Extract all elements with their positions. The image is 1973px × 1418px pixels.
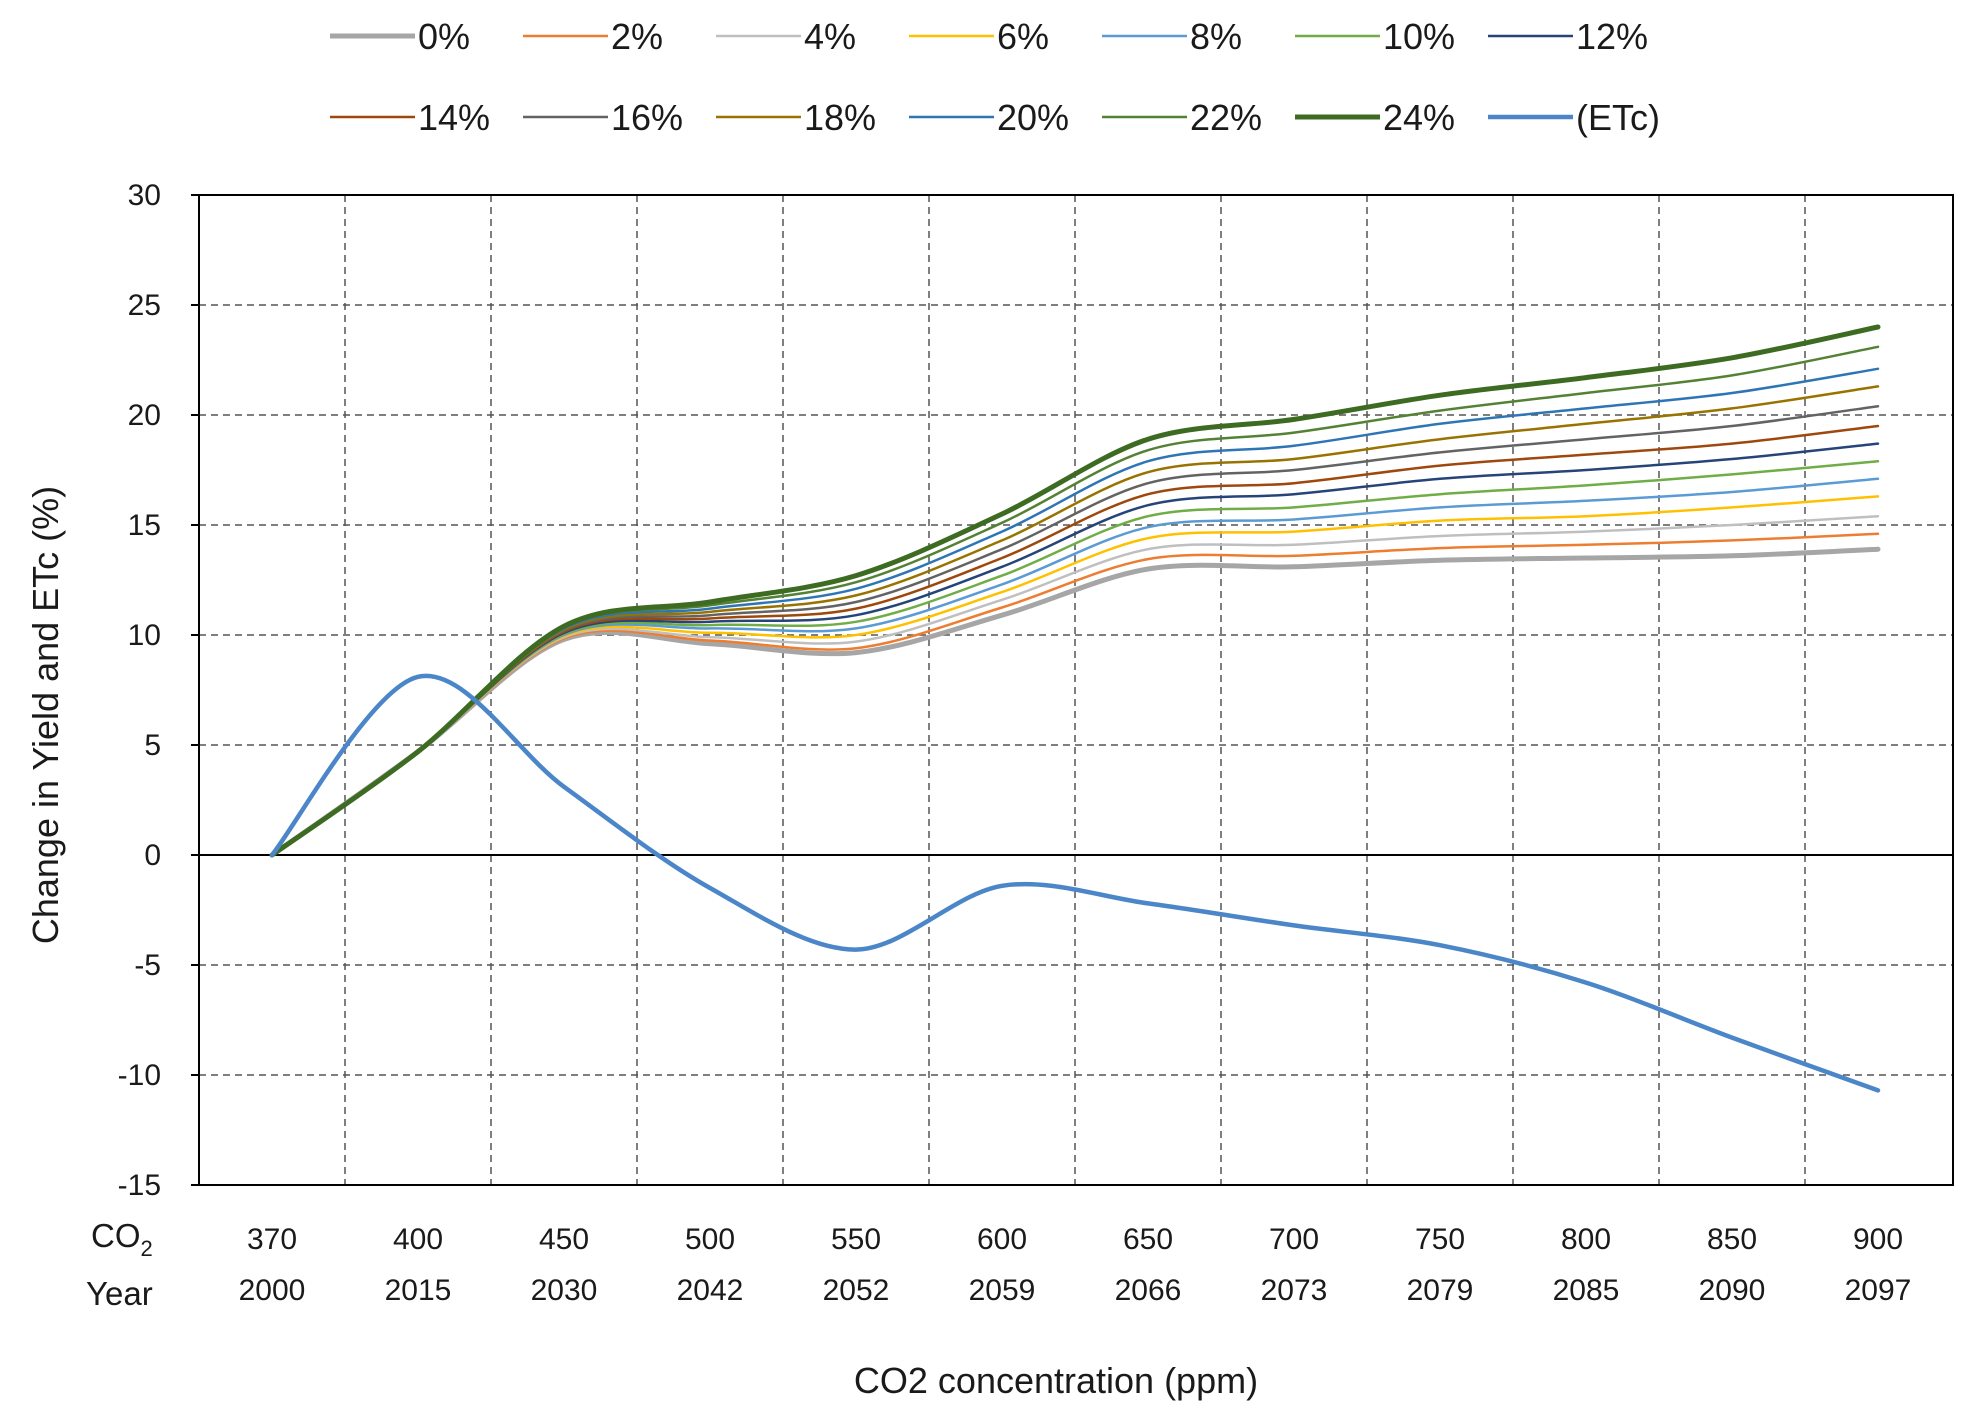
legend-item-20: 20% xyxy=(909,97,1069,138)
legend-item-16: 16% xyxy=(523,97,683,138)
y-tick-label: -10 xyxy=(118,1059,161,1092)
legend-item-14: 14% xyxy=(330,97,490,138)
legend-item-8: 8% xyxy=(1102,16,1242,57)
year-row-label: Year xyxy=(86,1275,153,1312)
legend-label: 2% xyxy=(611,16,663,57)
legend-item-6: 6% xyxy=(909,16,1049,57)
x-tick-label-co2: 450 xyxy=(539,1223,589,1256)
x-tick-label-year: 2030 xyxy=(531,1274,598,1307)
x-tick-label-co2: 800 xyxy=(1561,1223,1611,1256)
legend-label: 8% xyxy=(1190,16,1242,57)
x-tick-label-year: 2079 xyxy=(1407,1274,1474,1307)
legend-item-0: 0% xyxy=(330,16,470,57)
legend-label: 16% xyxy=(611,97,683,138)
y-tick-label: 10 xyxy=(128,619,161,652)
y-tick-label: -5 xyxy=(134,949,161,982)
y-axis-title: Change in Yield and ETc (%) xyxy=(25,486,66,944)
x-tick-label-year: 2000 xyxy=(239,1274,306,1307)
y-tick-label: 5 xyxy=(144,729,161,762)
x-tick-label-co2: 850 xyxy=(1707,1223,1757,1256)
x-tick-label-year: 2097 xyxy=(1845,1274,1912,1307)
series-line-12 xyxy=(270,442,1880,857)
legend-label: 14% xyxy=(418,97,490,138)
co2-row-label-main: CO xyxy=(91,1217,141,1254)
x-tick-label-year: 2052 xyxy=(823,1274,890,1307)
plot-area xyxy=(198,194,1954,1186)
series-layer xyxy=(269,324,1881,1093)
x-axis: 370 2000 400 2015 450 2030 500 2042 550 2052 600 20… xyxy=(239,1223,1912,1307)
x-tick-label-year: 2090 xyxy=(1699,1274,1766,1307)
legend-item-18: 18% xyxy=(716,97,876,138)
series-line-24 xyxy=(269,324,1881,858)
legend-item-etc: (ETc) xyxy=(1488,97,1660,138)
y-tick-label: 0 xyxy=(144,839,161,872)
legend-item-12: 12% xyxy=(1488,16,1648,57)
legend-item-4: 4% xyxy=(716,16,856,57)
series-line-etc xyxy=(269,673,1881,1093)
x-tick-label-year: 2073 xyxy=(1261,1274,1328,1307)
y-tick-label: 20 xyxy=(128,399,161,432)
x-tick-label-co2: 400 xyxy=(393,1223,443,1256)
legend-label: 20% xyxy=(997,97,1069,138)
x-tick-label-co2: 750 xyxy=(1415,1223,1465,1256)
y-tick-label: -15 xyxy=(118,1169,161,1202)
legend-item-24: 24% xyxy=(1295,97,1455,138)
y-tick-label: 30 xyxy=(128,179,161,212)
y-tick-label: 15 xyxy=(128,509,161,542)
x-tick-label-co2: 650 xyxy=(1123,1223,1173,1256)
legend-label: 0% xyxy=(418,16,470,57)
legend-label: 18% xyxy=(804,97,876,138)
legend-item-22: 22% xyxy=(1102,97,1262,138)
legend-label: 10% xyxy=(1383,16,1455,57)
legend-label: (ETc) xyxy=(1576,97,1660,138)
x-tick-label-year: 2059 xyxy=(969,1274,1036,1307)
legend-label: 6% xyxy=(997,16,1049,57)
y-axis: -15 -10 -5 0 5 10 15 20 25 30 xyxy=(118,179,199,1202)
x-tick-label-co2: 550 xyxy=(831,1223,881,1256)
x-tick-label-co2: 600 xyxy=(977,1223,1027,1256)
x-axis-title: CO2 concentration (ppm) xyxy=(854,1360,1258,1401)
x-tick-label-co2: 900 xyxy=(1853,1223,1903,1256)
gridlines xyxy=(199,195,1953,1185)
legend-item-10: 10% xyxy=(1295,16,1455,57)
x-tick-label-co2: 500 xyxy=(685,1223,735,1256)
x-tick-label-co2: 700 xyxy=(1269,1223,1319,1256)
y-tick-label: 25 xyxy=(128,289,161,322)
legend-item-2: 2% xyxy=(523,16,663,57)
legend: 0% 2% 4% 6% 8% 10% 12% 14% 16% 18% 20% 22% 24% (ETc) xyxy=(330,16,1660,138)
co2-row-label-sub: 2 xyxy=(141,1236,153,1261)
legend-label: 24% xyxy=(1383,97,1455,138)
legend-label: 12% xyxy=(1576,16,1648,57)
legend-label: 4% xyxy=(804,16,856,57)
x-tick-label-year: 2085 xyxy=(1553,1274,1620,1307)
x-tick-label-co2: 370 xyxy=(247,1223,297,1256)
x-tick-label-year: 2015 xyxy=(385,1274,452,1307)
x-tick-label-year: 2066 xyxy=(1115,1274,1182,1307)
co2-row-label: CO2 xyxy=(91,1217,153,1261)
x-tick-label-year: 2042 xyxy=(677,1274,744,1307)
series-line-2 xyxy=(270,532,1880,857)
legend-label: 22% xyxy=(1190,97,1262,138)
